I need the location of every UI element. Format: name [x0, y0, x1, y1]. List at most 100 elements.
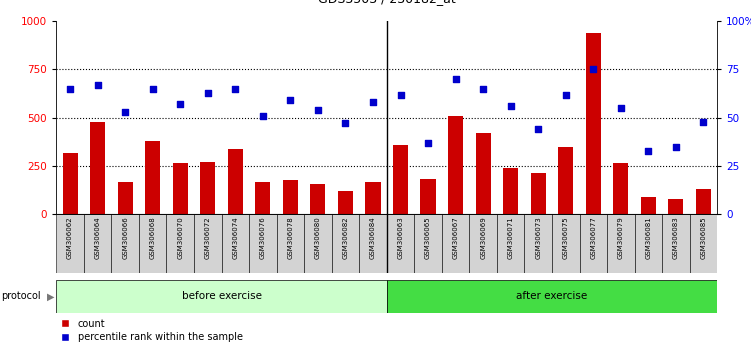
Point: [450, 76, 462, 82]
Text: GSM306082: GSM306082: [342, 216, 348, 258]
Point: [559, 92, 572, 97]
Bar: [90, 121, 105, 214]
Bar: [332, 214, 359, 273]
Bar: [228, 149, 243, 214]
Bar: [607, 214, 635, 273]
Bar: [310, 184, 325, 214]
Bar: [552, 214, 580, 273]
Bar: [558, 147, 573, 214]
Bar: [689, 214, 717, 273]
Bar: [56, 280, 387, 313]
Point: [257, 113, 269, 119]
Text: GSM306077: GSM306077: [590, 216, 596, 259]
Bar: [359, 214, 387, 273]
Point: [312, 107, 324, 113]
Bar: [118, 182, 133, 214]
Bar: [531, 173, 546, 214]
Bar: [415, 214, 442, 273]
Bar: [580, 214, 607, 273]
Point: [64, 86, 76, 92]
Bar: [497, 214, 524, 273]
Point: [670, 144, 682, 149]
Bar: [524, 214, 552, 273]
Bar: [503, 168, 518, 214]
Text: after exercise: after exercise: [517, 291, 587, 302]
Bar: [366, 182, 381, 214]
Text: GDS3503 / 230182_at: GDS3503 / 230182_at: [318, 0, 456, 5]
Bar: [338, 191, 353, 214]
Text: GSM306064: GSM306064: [95, 216, 101, 258]
Bar: [668, 199, 683, 214]
Text: GSM306073: GSM306073: [535, 216, 541, 259]
Bar: [84, 214, 111, 273]
Point: [146, 86, 158, 92]
Text: GSM306080: GSM306080: [315, 216, 321, 259]
Point: [532, 126, 544, 132]
Bar: [167, 214, 194, 273]
Bar: [56, 214, 84, 273]
Bar: [641, 197, 656, 214]
Text: GSM306085: GSM306085: [701, 216, 707, 258]
Text: GSM306079: GSM306079: [618, 216, 624, 259]
Bar: [145, 141, 160, 214]
Text: GSM306081: GSM306081: [645, 216, 651, 259]
Point: [202, 90, 214, 96]
Point: [394, 92, 406, 97]
Bar: [469, 214, 497, 273]
Text: GSM306067: GSM306067: [453, 216, 459, 259]
Text: ▶: ▶: [47, 291, 54, 302]
Text: GSM306071: GSM306071: [508, 216, 514, 259]
Point: [119, 109, 131, 115]
Point: [615, 105, 627, 111]
Bar: [475, 133, 490, 214]
Bar: [586, 33, 601, 214]
Point: [505, 103, 517, 109]
Bar: [387, 280, 717, 313]
Bar: [139, 214, 167, 273]
Point: [422, 140, 434, 145]
Text: before exercise: before exercise: [182, 291, 261, 302]
Bar: [442, 214, 469, 273]
Text: GSM306068: GSM306068: [149, 216, 155, 259]
Point: [642, 148, 654, 153]
Point: [339, 121, 351, 126]
Text: GSM306069: GSM306069: [480, 216, 486, 259]
Point: [92, 82, 104, 88]
Bar: [448, 116, 463, 214]
Text: GSM306066: GSM306066: [122, 216, 128, 259]
Point: [174, 101, 186, 107]
Point: [587, 67, 599, 72]
Text: GSM306078: GSM306078: [288, 216, 294, 259]
Text: GSM306072: GSM306072: [205, 216, 211, 258]
Point: [229, 86, 241, 92]
Text: GSM306062: GSM306062: [67, 216, 73, 258]
Text: GSM306083: GSM306083: [673, 216, 679, 259]
Bar: [276, 214, 304, 273]
Bar: [696, 189, 711, 214]
Bar: [201, 162, 216, 214]
Bar: [304, 214, 332, 273]
Bar: [173, 163, 188, 214]
Bar: [635, 214, 662, 273]
Point: [285, 97, 297, 103]
Text: GSM306065: GSM306065: [425, 216, 431, 258]
Bar: [222, 214, 249, 273]
Text: GSM306084: GSM306084: [370, 216, 376, 258]
Bar: [111, 214, 139, 273]
Point: [698, 119, 710, 124]
Text: GSM306076: GSM306076: [260, 216, 266, 259]
Bar: [249, 214, 276, 273]
Text: GSM306070: GSM306070: [177, 216, 183, 259]
Bar: [393, 145, 408, 214]
Bar: [614, 163, 629, 214]
Bar: [62, 153, 77, 214]
Point: [367, 99, 379, 105]
Bar: [421, 179, 436, 214]
Text: protocol: protocol: [2, 291, 41, 302]
Text: GSM306075: GSM306075: [562, 216, 569, 258]
Point: [477, 86, 489, 92]
Legend: count, percentile rank within the sample: count, percentile rank within the sample: [56, 315, 246, 346]
Text: GSM306074: GSM306074: [232, 216, 238, 258]
Bar: [283, 181, 298, 214]
Bar: [194, 214, 222, 273]
